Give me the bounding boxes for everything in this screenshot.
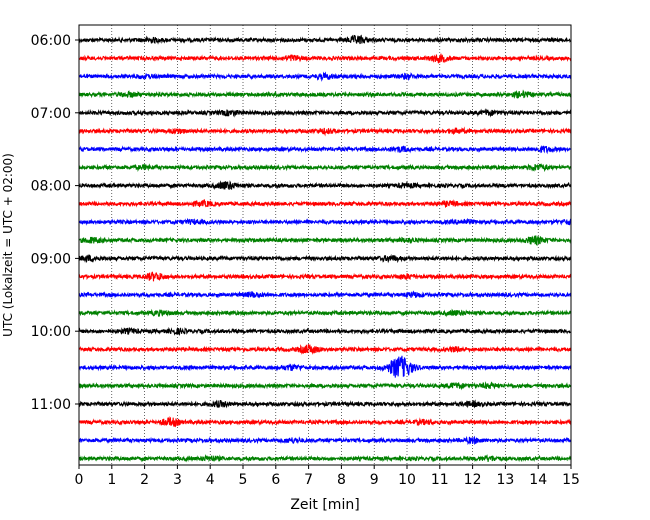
x-tick-label: 0 <box>75 472 84 488</box>
y-tick-label: 08:00 <box>31 179 71 195</box>
x-tick-label: 2 <box>140 472 149 488</box>
y-tick-label: 10:00 <box>31 324 71 340</box>
x-tick-label: 7 <box>304 472 313 488</box>
trace-0900 <box>78 253 572 264</box>
y-tick-label: 09:00 <box>31 251 71 267</box>
y-axis-label: UTC (Lokalzeit = UTC + 02:00) <box>1 153 15 337</box>
x-tick-label: 6 <box>271 472 280 488</box>
trace-0815 <box>78 198 572 209</box>
trace-0715 <box>78 126 572 137</box>
trace-0745 <box>78 163 572 173</box>
y-tick-label: 06:00 <box>31 33 71 49</box>
y-axis-ticks: 06:00 07:00 08:00 09:00 10:00 11:00 <box>31 33 79 413</box>
trace-1000 <box>78 326 572 336</box>
x-tick-label: 4 <box>206 472 215 488</box>
x-tick-label: 5 <box>239 472 248 488</box>
trace-1015 <box>78 344 572 355</box>
plot-frame <box>78 24 572 466</box>
trace-0830 <box>78 217 572 226</box>
trace-0600 <box>78 34 572 45</box>
trace-0800 <box>78 180 572 191</box>
trace-0845 <box>78 235 572 247</box>
x-tick-label: 10 <box>398 472 416 488</box>
x-tick-label: 15 <box>562 472 580 488</box>
x-tick-label: 11 <box>431 472 449 488</box>
trace-1115 <box>78 416 572 428</box>
x-tick-label: 12 <box>464 472 482 488</box>
trace-0915 <box>78 271 572 282</box>
trace-0645 <box>78 89 572 99</box>
y-tick-label: 11:00 <box>31 397 71 413</box>
grid-lines <box>111 25 539 465</box>
x-tick-label: 3 <box>173 472 182 488</box>
trace-0615 <box>78 53 572 64</box>
x-tick-label: 9 <box>370 472 379 488</box>
trace-0700 <box>78 108 572 118</box>
x-tick-label: 1 <box>107 472 116 488</box>
x-tick-label: 14 <box>529 472 547 488</box>
trace-0930 <box>78 290 572 299</box>
trace-0630 <box>78 71 572 82</box>
trace-0730 <box>78 145 572 155</box>
trace-0945 <box>78 308 572 318</box>
x-axis-label: Zeit [min] <box>290 497 359 513</box>
trace-1030 <box>78 355 572 378</box>
x-tick-label: 13 <box>496 472 514 488</box>
trace-1130 <box>78 435 572 446</box>
seismogram-traces <box>78 34 572 463</box>
x-tick-label: 8 <box>337 472 346 488</box>
trace-1045 <box>78 381 572 391</box>
y-tick-label: 07:00 <box>31 106 71 122</box>
x-axis-ticks: 0 1 2 3 4 5 6 7 8 9 10 11 12 13 14 15 <box>75 465 580 488</box>
trace-1145 <box>78 453 572 463</box>
trace-1100 <box>78 399 572 409</box>
